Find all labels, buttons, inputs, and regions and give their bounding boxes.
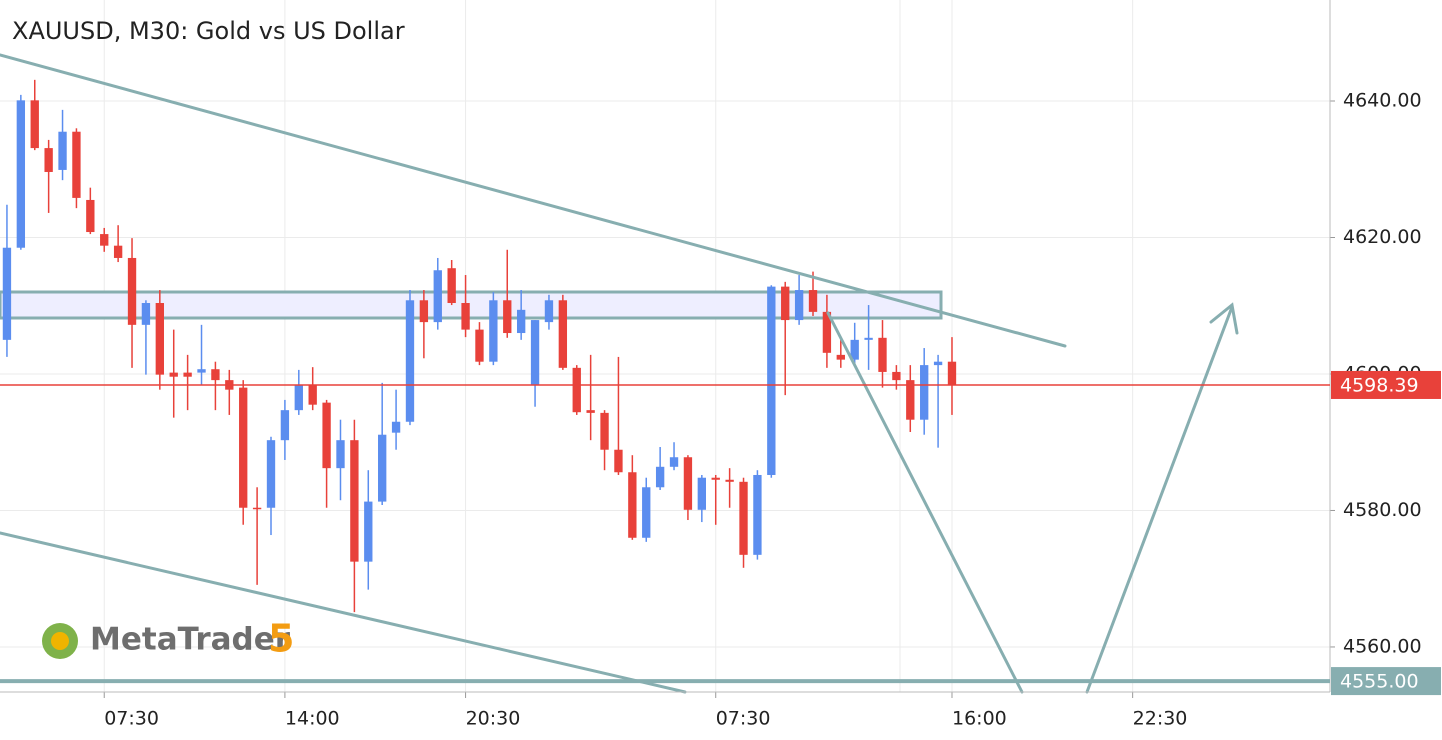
arrow-line xyxy=(1085,305,1234,694)
candle-body xyxy=(364,501,373,562)
drawings xyxy=(0,53,1239,694)
candles xyxy=(2,79,957,613)
candle-body xyxy=(211,369,220,381)
candle-body xyxy=(822,311,832,353)
price-label: 4598.39 xyxy=(1340,374,1419,396)
candle-body xyxy=(461,303,470,330)
candle-body xyxy=(516,309,526,334)
candle-body xyxy=(906,380,915,420)
arrow-line xyxy=(826,311,1024,694)
candle-body xyxy=(558,300,568,368)
candle-body xyxy=(530,320,540,385)
candle-body xyxy=(739,481,748,555)
candle-body xyxy=(58,131,67,170)
candle-body xyxy=(239,387,248,508)
trend-line xyxy=(0,531,687,694)
candle-body xyxy=(836,354,845,360)
candle-body xyxy=(294,384,303,411)
candle-body xyxy=(586,410,595,413)
candle-body xyxy=(642,487,651,538)
candle-body xyxy=(197,369,206,373)
y-tick-label: 4620.00 xyxy=(1343,226,1422,248)
candle-body xyxy=(753,474,762,555)
x-tick-label: 07:30 xyxy=(104,708,159,730)
x-tick-label: 16:00 xyxy=(952,708,1007,730)
x-tick-label: 14:00 xyxy=(285,708,340,730)
candle-body xyxy=(44,148,53,172)
candle-body xyxy=(850,339,859,360)
logo: MetaTrader 5 xyxy=(42,617,294,661)
candle-body xyxy=(86,199,95,233)
y-tick-label: 4640.00 xyxy=(1343,90,1422,112)
candle-body xyxy=(447,268,456,304)
candle-body xyxy=(489,300,498,362)
candle-body xyxy=(169,372,178,377)
candle-body xyxy=(16,100,26,248)
candle-body xyxy=(572,367,581,413)
candle-body xyxy=(350,440,359,562)
x-tick-label: 07:30 xyxy=(716,708,771,730)
candle-body xyxy=(669,457,679,467)
candle-body xyxy=(781,286,790,321)
candle-body xyxy=(920,365,929,420)
candle-body xyxy=(336,440,345,469)
trend-line xyxy=(0,53,1067,348)
candle-body xyxy=(947,361,957,385)
price-label: 4555.00 xyxy=(1340,671,1419,693)
candle-body xyxy=(183,372,192,377)
candle-body xyxy=(2,247,12,340)
candle-body xyxy=(155,303,164,375)
logo-icon xyxy=(51,632,69,650)
candle-body xyxy=(391,421,401,433)
candle-body xyxy=(503,300,512,334)
candle-body xyxy=(933,361,943,366)
candle-body xyxy=(378,434,387,502)
candle-body xyxy=(72,131,81,198)
candle-body xyxy=(864,337,873,340)
candle-body xyxy=(614,449,623,473)
candle-body xyxy=(280,410,290,441)
chart-title: XAUUSD, M30: Gold vs US Dollar xyxy=(12,17,405,45)
candle-body xyxy=(127,257,137,325)
candle-body xyxy=(100,234,109,246)
x-tick-label: 20:30 xyxy=(466,708,521,730)
candle-body xyxy=(697,477,706,510)
arrow-head xyxy=(1209,302,1239,335)
candle-body xyxy=(794,290,804,321)
candle-body xyxy=(113,245,123,258)
y-tick-label: 4560.00 xyxy=(1343,635,1422,657)
candle-body xyxy=(767,286,776,475)
candle-body xyxy=(683,457,693,510)
candle-body xyxy=(544,300,554,323)
candle-body xyxy=(711,477,720,480)
candle-body xyxy=(141,303,151,325)
grid xyxy=(0,0,1330,692)
candle-body xyxy=(725,479,734,482)
candle-body xyxy=(600,412,609,450)
candle-body xyxy=(433,270,442,323)
x-tick-label: 22:30 xyxy=(1133,708,1188,730)
candle-body xyxy=(308,384,317,405)
logo-version: 5 xyxy=(268,617,294,661)
price-label-box xyxy=(1331,667,1441,696)
y-tick-label: 4580.00 xyxy=(1343,499,1422,521)
candle-body xyxy=(419,300,429,323)
price-label-box xyxy=(1331,370,1441,399)
candle-body xyxy=(252,507,262,510)
logo-text: MetaTrader xyxy=(90,622,291,658)
candle-body xyxy=(266,440,276,508)
candle-body xyxy=(808,290,818,312)
candle-body xyxy=(475,329,484,362)
candle-body xyxy=(655,466,665,488)
candle-body xyxy=(30,100,39,149)
candle-body xyxy=(878,337,887,372)
candle-body xyxy=(892,371,901,381)
candle-body xyxy=(322,402,331,469)
candle-body xyxy=(405,300,415,422)
candle-body xyxy=(628,472,637,538)
